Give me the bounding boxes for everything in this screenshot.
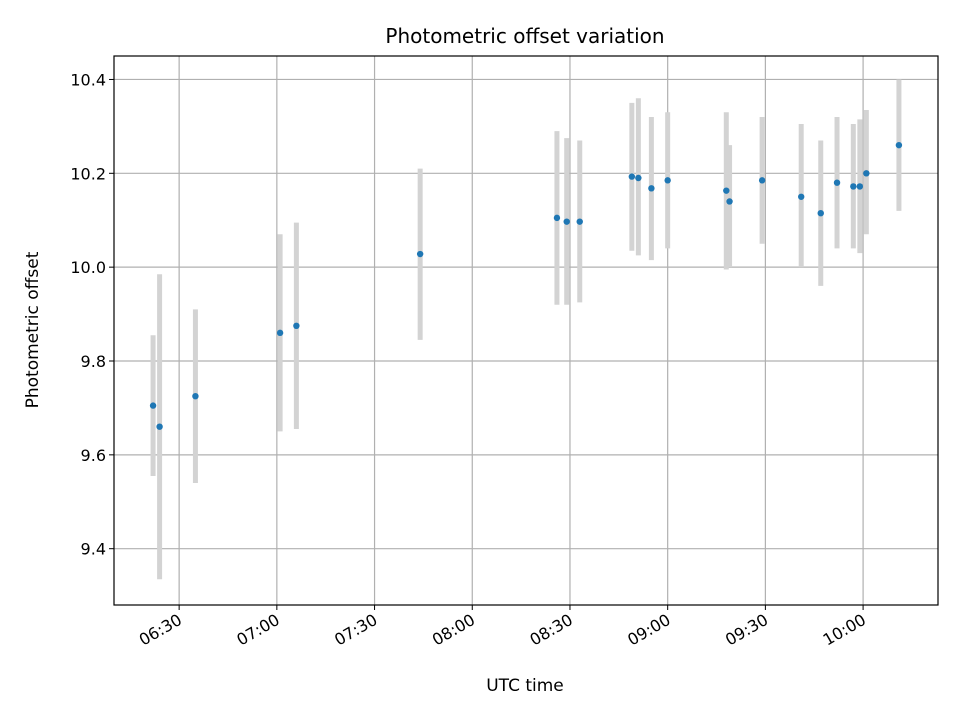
y-tick-label: 9.8 <box>81 352 106 371</box>
data-point <box>293 322 300 330</box>
data-point <box>156 423 163 430</box>
data-point <box>648 185 655 192</box>
data-point <box>833 179 841 186</box>
data-point <box>895 141 903 149</box>
data-point <box>850 183 857 190</box>
y-tick-label: 9.6 <box>81 446 106 465</box>
data-point-layer <box>149 141 903 430</box>
data-point <box>635 174 642 182</box>
data-point <box>723 187 730 194</box>
data-point <box>628 173 636 180</box>
data-point <box>817 209 824 217</box>
data-point <box>726 198 733 205</box>
y-tick-label: 10.2 <box>70 164 106 183</box>
data-point <box>192 392 199 400</box>
data-point <box>276 329 284 337</box>
y-axis-ticks: 9.4 9.6 9.8 10.0 10.2 10.4 <box>70 70 114 559</box>
data-point <box>758 177 766 184</box>
data-point <box>576 218 583 225</box>
chart-title: Photometric offset variation <box>385 24 664 48</box>
plot-frame <box>113 55 939 606</box>
data-point <box>798 193 805 200</box>
data-point <box>863 170 870 177</box>
x-axis-label: UTC time <box>486 676 564 696</box>
data-point <box>664 177 671 184</box>
data-point <box>416 250 424 258</box>
data-point <box>563 218 570 225</box>
y-tick-label: 9.4 <box>81 540 106 559</box>
data-point <box>856 183 864 190</box>
data-point <box>553 214 561 222</box>
y-axis-label: Photometric offset <box>23 251 43 408</box>
data-point <box>149 402 157 409</box>
y-tick-label: 10.4 <box>70 70 106 89</box>
y-tick-label: 10.0 <box>70 258 106 277</box>
